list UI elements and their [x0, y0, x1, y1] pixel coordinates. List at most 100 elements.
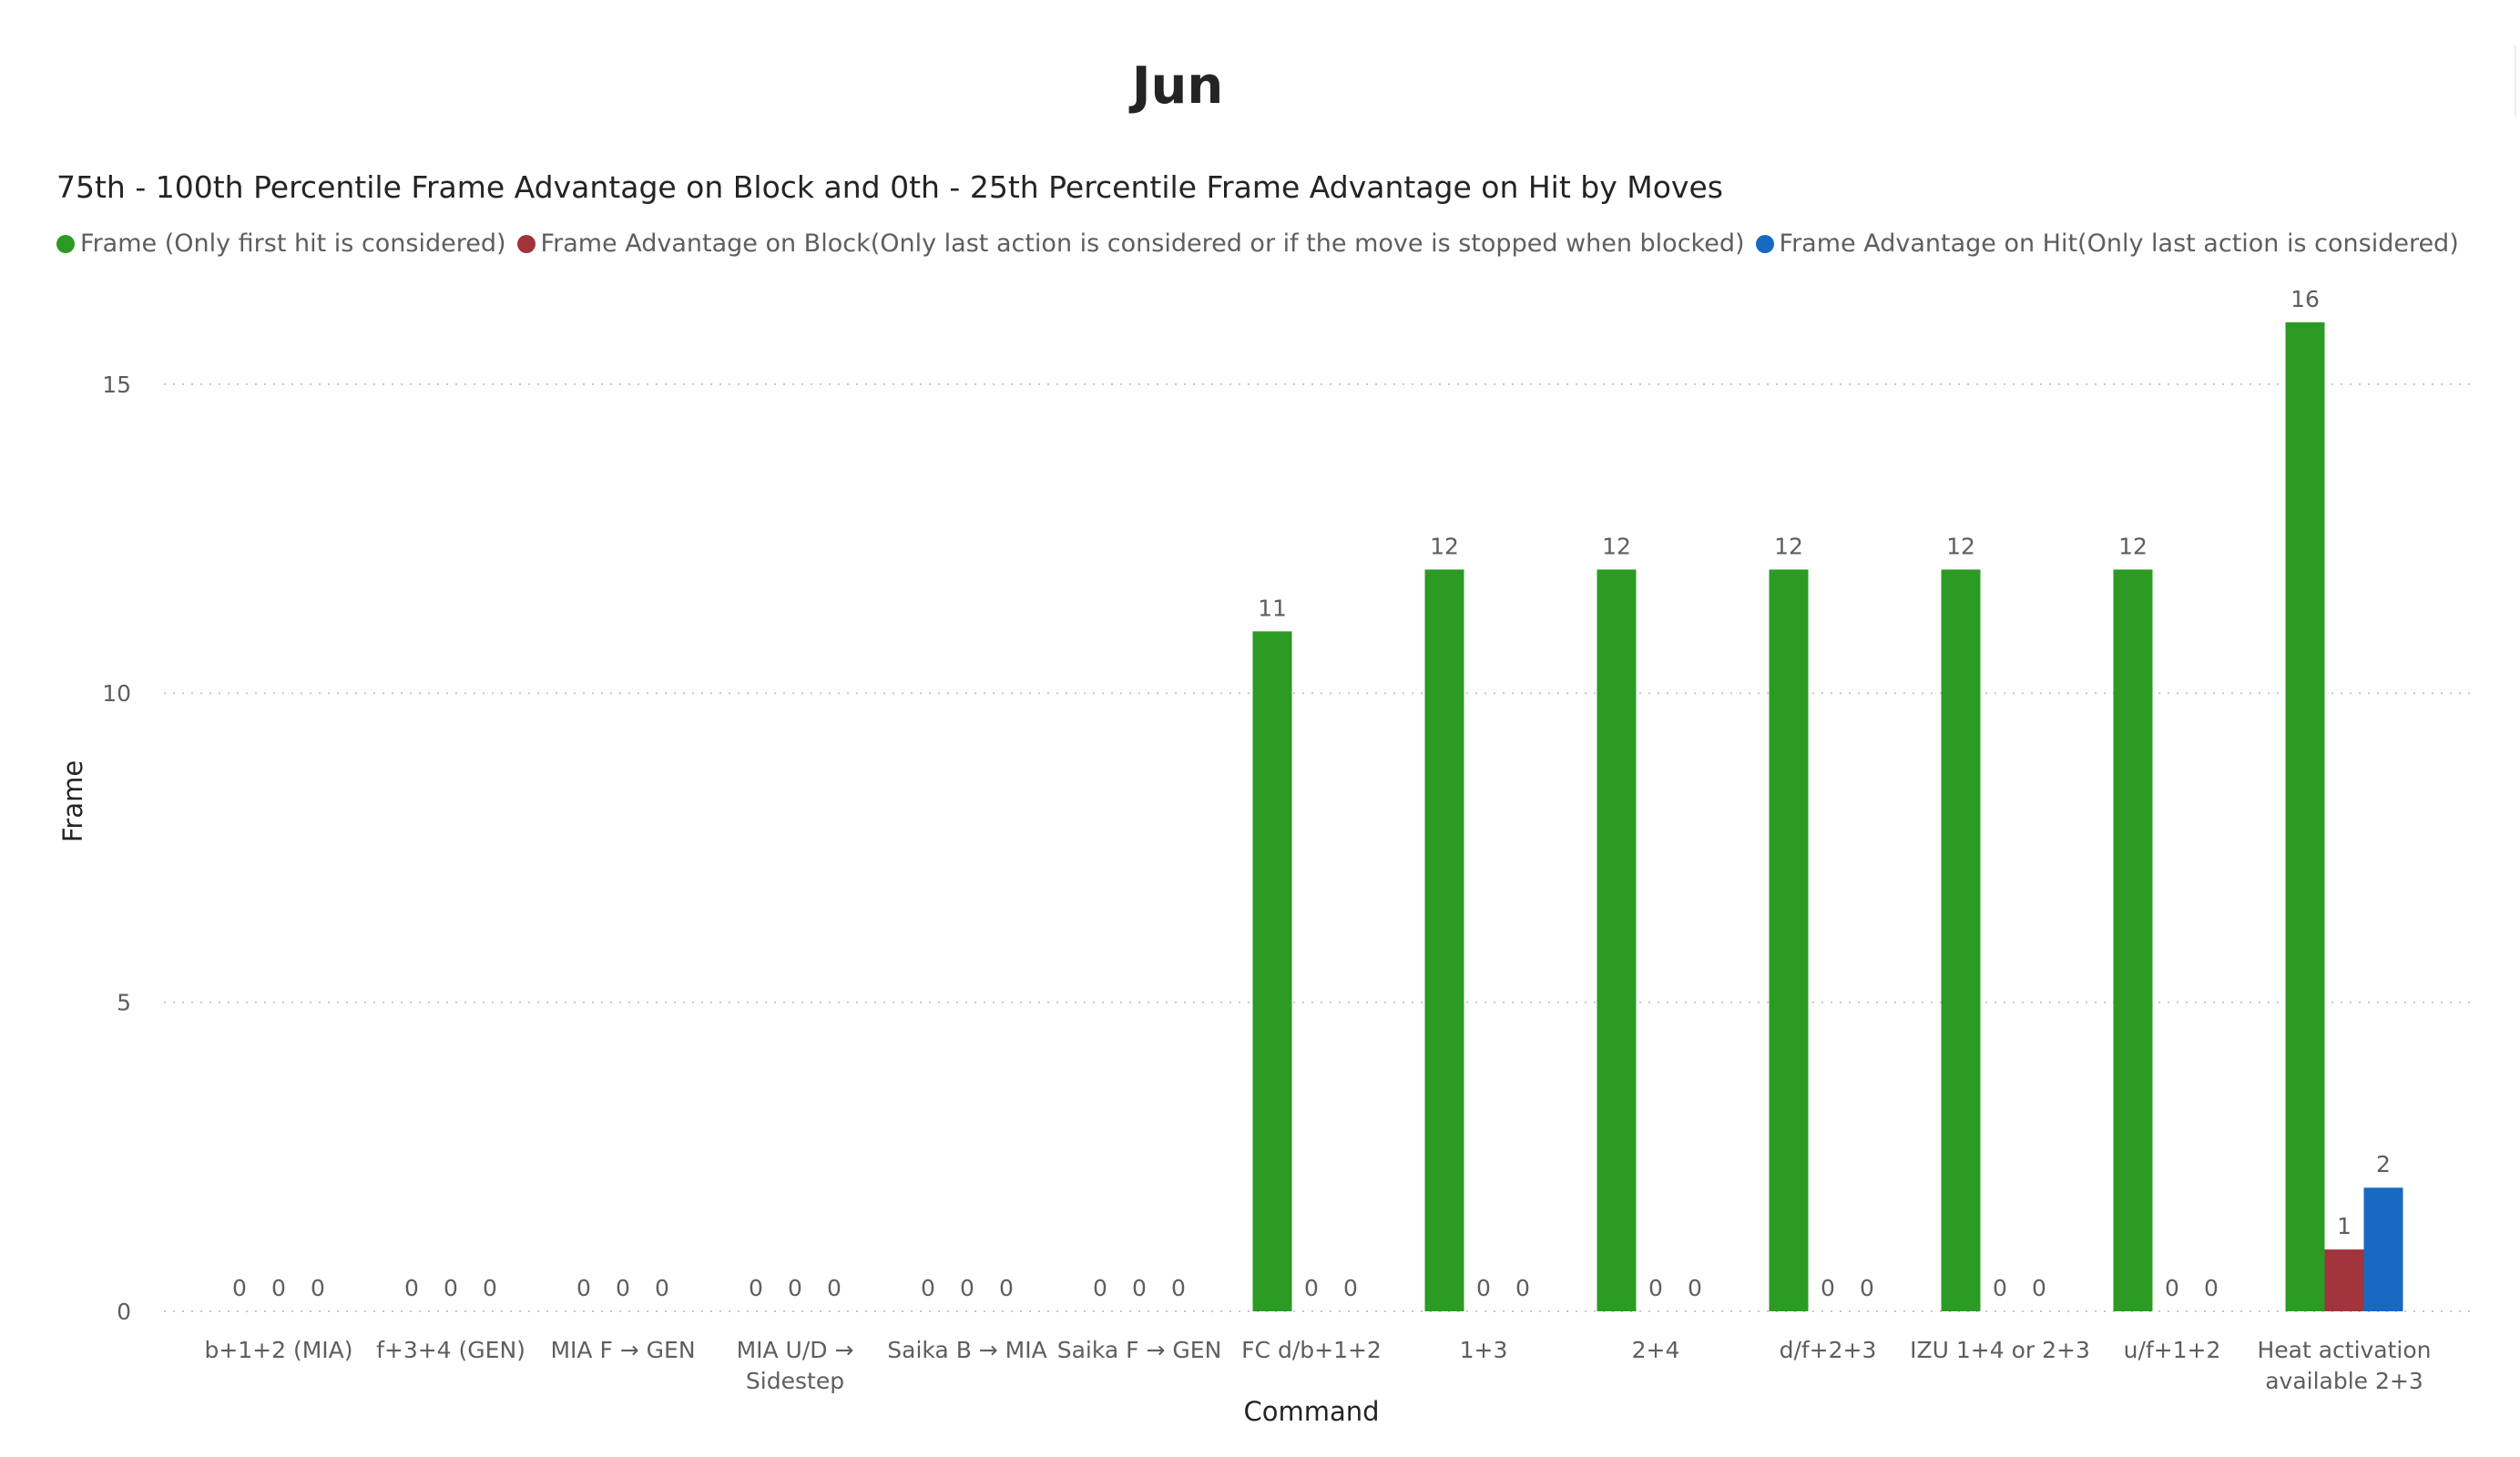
data-label: 0 [1821, 1275, 1835, 1301]
data-label: 0 [1343, 1275, 1358, 1301]
x-tick-label-line: b+1+2 (MIA) [204, 1337, 352, 1363]
data-label: 0 [1132, 1275, 1147, 1301]
legend-dot-hit [1755, 234, 1774, 253]
x-axis-title: Command [1243, 1396, 1379, 1427]
chart-title: 75th - 100th Percentile Frame Advantage … [56, 169, 1723, 205]
bar[interactable] [1252, 631, 1292, 1311]
x-tick-label: b+1+2 (MIA) [204, 1337, 352, 1363]
y-tick-label: 15 [102, 372, 131, 398]
legend-item-block[interactable]: Frame Advantage on Block(Only last actio… [516, 229, 1745, 258]
x-tick-label-line: FC d/b+1+2 [1241, 1337, 1382, 1363]
bar[interactable] [2285, 321, 2325, 1311]
bar[interactable] [2113, 569, 2153, 1311]
data-label: 2 [2376, 1151, 2391, 1177]
data-label: 12 [1602, 533, 1631, 559]
legend-dot-frame [56, 234, 75, 253]
x-tick-label-line: u/f+1+2 [2124, 1337, 2221, 1363]
x-tick-label: MIA U/D → Sidestep [737, 1337, 854, 1394]
data-label: 0 [2032, 1275, 2046, 1301]
data-label: 0 [483, 1275, 497, 1301]
x-tick-label: Heat activation available 2+3 [2257, 1337, 2431, 1394]
data-label: 0 [1860, 1275, 1874, 1301]
data-label: 0 [311, 1275, 325, 1301]
x-tick-label-line: 2+4 [1632, 1337, 1680, 1363]
x-tick-label: MIA F → GEN [550, 1337, 695, 1363]
data-label: 0 [1171, 1275, 1186, 1301]
legend: Frame (Only first hit is considered) Fra… [56, 229, 2470, 258]
data-label: 0 [232, 1275, 247, 1301]
legend-item-hit[interactable]: Frame Advantage on Hit(Only last action … [1755, 229, 2459, 258]
bar[interactable] [2324, 1249, 2364, 1311]
x-tick-label-line: d/f+2+3 [1780, 1337, 1877, 1363]
data-label: 0 [444, 1275, 458, 1301]
bars [1252, 321, 2403, 1311]
data-label: 11 [1258, 595, 1287, 621]
y-tick-label: 10 [102, 680, 131, 707]
x-tick-label: d/f+2+3 [1780, 1337, 1877, 1363]
data-label: 0 [2165, 1275, 2179, 1301]
bar[interactable] [1769, 569, 1809, 1311]
data-label: 16 [2290, 286, 2320, 312]
data-label: 0 [749, 1275, 763, 1301]
panel-edge [2515, 46, 2516, 117]
x-tick-label-line: Saika F → GEN [1057, 1337, 1222, 1363]
x-tick-label-line: 1+3 [1460, 1337, 1508, 1363]
data-label: 0 [1993, 1275, 2007, 1301]
x-tick-label: u/f+1+2 [2124, 1337, 2221, 1363]
y-tick-label: 5 [117, 990, 131, 1016]
data-label: 0 [616, 1275, 630, 1301]
x-tick-label-line: Saika B → MIA [887, 1337, 1046, 1363]
data-label: 0 [827, 1275, 842, 1301]
bar[interactable] [1597, 569, 1637, 1311]
data-label: 12 [1774, 533, 1803, 559]
x-tick-label-line: MIA U/D → [737, 1337, 854, 1363]
x-tick-label: 1+3 [1460, 1337, 1508, 1363]
x-tick-label: FC d/b+1+2 [1241, 1337, 1382, 1363]
data-label: 0 [1476, 1275, 1491, 1301]
legend-item-frame[interactable]: Frame (Only first hit is considered) [56, 229, 506, 258]
category-labels: b+1+2 (MIA) f+3+4 (GEN) MIA F → GEN MIA U/D… [204, 1337, 2431, 1394]
x-tick-label: 2+4 [1632, 1337, 1680, 1363]
legend-dot-block [516, 234, 536, 253]
data-label: 12 [1946, 533, 1975, 559]
x-tick-label: Saika F → GEN [1057, 1337, 1222, 1363]
y-axis-title: Frame [57, 760, 88, 842]
data-label: 0 [1688, 1275, 1702, 1301]
page-title: Jun [1131, 56, 1224, 116]
data-label: 12 [2118, 533, 2148, 559]
x-tick-label: IZU 1+4 or 2+3 [1910, 1337, 2090, 1363]
bar[interactable] [1941, 569, 1981, 1311]
data-label: 0 [576, 1275, 591, 1301]
bar[interactable] [1424, 569, 1464, 1311]
data-label: 12 [1430, 533, 1459, 559]
x-tick-label-line: MIA F → GEN [550, 1337, 695, 1363]
data-label: 0 [1304, 1275, 1319, 1301]
data-label: 0 [1093, 1275, 1107, 1301]
x-tick-label: Saika B → MIA [887, 1337, 1046, 1363]
x-tick-label: f+3+4 (GEN) [376, 1337, 525, 1363]
data-label: 0 [404, 1275, 419, 1301]
x-tick-label-line: Sidestep [746, 1368, 844, 1394]
data-label: 0 [271, 1275, 286, 1301]
data-label: 0 [921, 1275, 935, 1301]
x-tick-label-line: IZU 1+4 or 2+3 [1910, 1337, 2090, 1363]
y-tick-label: 0 [117, 1299, 131, 1325]
x-tick-label-line: f+3+4 (GEN) [376, 1337, 525, 1363]
data-label: 0 [999, 1275, 1014, 1301]
legend-label-hit: Frame Advantage on Hit(Only last action … [1779, 229, 2459, 258]
data-label: 1 [2337, 1213, 2352, 1239]
data-label: 0 [1515, 1275, 1530, 1301]
x-tick-label-line: available 2+3 [2265, 1368, 2423, 1394]
data-label: 0 [960, 1275, 974, 1301]
data-label: 0 [788, 1275, 802, 1301]
data-label: 0 [1648, 1275, 1663, 1301]
bar[interactable] [2363, 1187, 2403, 1311]
data-label: 0 [655, 1275, 669, 1301]
legend-label-block: Frame Advantage on Block(Only last actio… [540, 229, 1745, 258]
x-tick-label-line: Heat activation [2257, 1337, 2431, 1363]
data-label: 0 [2204, 1275, 2219, 1301]
legend-label-frame: Frame (Only first hit is considered) [80, 229, 506, 258]
